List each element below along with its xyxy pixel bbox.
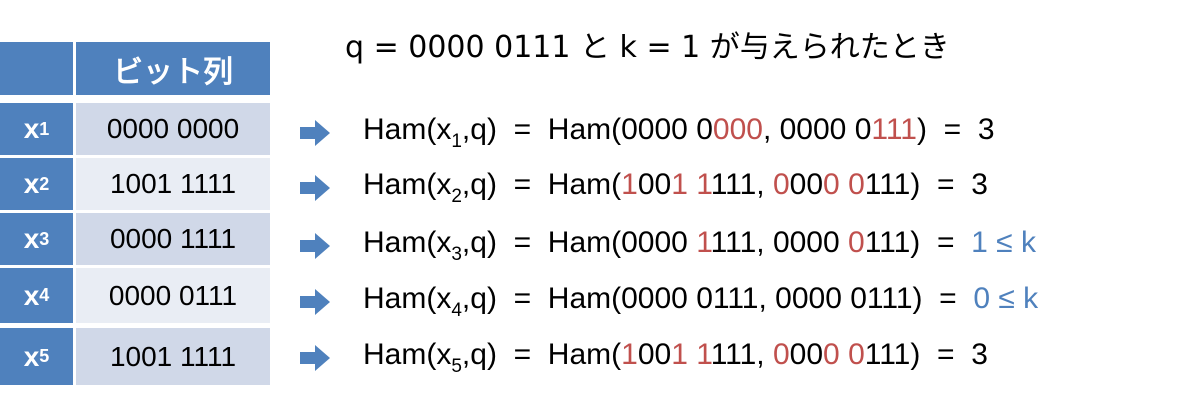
diff-bits: 1 [621, 168, 638, 201]
equation-text: Ham(x5,q) = Ham(1001 1111, 0000 0111) = … [363, 338, 988, 378]
row-bits: 1001 1111 [76, 158, 270, 210]
equation-segment [840, 338, 848, 371]
row-label-subscript: 2 [39, 173, 50, 194]
row-label-subscript: 1 [39, 118, 50, 139]
equation-segment [840, 168, 848, 201]
diff-bits: 1 [671, 338, 688, 371]
page-title: q = 0000 0111 と k = 1 が与えられたとき [345, 30, 950, 65]
row-label-subscript: 3 [39, 228, 50, 249]
equation-segment: 111, 0000 [710, 226, 849, 259]
equation-segment: Ham(x [363, 338, 452, 371]
subscript: 2 [451, 186, 462, 207]
equation-segment: Ham(x [363, 168, 452, 201]
equation-segment: Ham(x [363, 282, 452, 315]
equation-segment: 111) = 3 [864, 168, 988, 201]
equation-segment: Ham(x [363, 226, 452, 259]
equation-text: Ham(x3,q) = Ham(0000 1111, 0000 0111) = … [363, 226, 1036, 266]
equation-segment: ,q) = Ham(0000 0111, 0000 0111) = [461, 282, 974, 315]
equation-segment: ,q) = Ham(0000 [461, 226, 697, 259]
row-bits: 1001 1111 [76, 328, 270, 385]
within-k-result: 0 ≤ k [973, 282, 1039, 315]
row-label-name: x [23, 168, 40, 199]
diff-bits: 0 [823, 338, 840, 371]
table-header-bits: ビット列 [76, 42, 270, 95]
diff-bits: 1 [696, 168, 711, 201]
diff-bits: 1 [621, 338, 638, 371]
equation-row: Ham(x2,q) = Ham(1001 1111, 0000 0111) = … [300, 163, 988, 213]
diff-bits: 0 [848, 226, 865, 259]
subscript: 1 [451, 131, 462, 152]
diff-bits: 1 [696, 226, 711, 259]
diff-bits: 1 [696, 338, 711, 371]
equation-segment: 111) = 3 [864, 338, 988, 371]
equation-segment: Ham(x [363, 113, 452, 146]
equation-segment [688, 338, 696, 371]
equation-segment: 111, [710, 168, 773, 201]
equation-segment: 111, [710, 338, 773, 371]
table-header-blank [0, 42, 73, 95]
equation-segment: , 0000 0 [762, 113, 872, 146]
right-arrow-icon [300, 289, 330, 315]
diff-bits: 0 [772, 168, 790, 201]
equation-segment: 00 [789, 168, 824, 201]
diff-bits: 000 [712, 113, 763, 146]
subscript: 4 [451, 300, 462, 321]
equation-segment: 111) = [864, 226, 972, 259]
row-label-name: x [23, 223, 40, 254]
equation-text: Ham(x4,q) = Ham(0000 0111, 0000 0111) = … [363, 282, 1038, 322]
equation-text: Ham(x2,q) = Ham(1001 1111, 0000 0111) = … [363, 168, 988, 208]
subscript: 3 [451, 244, 462, 265]
equation-segment: ,q) = Ham( [461, 338, 622, 371]
right-arrow-icon [300, 233, 330, 259]
within-k-result: 1 ≤ k [971, 226, 1036, 259]
equation-segment: ,q) = Ham( [461, 168, 622, 201]
equation-row: Ham(x1,q) = Ham(0000 0000, 0000 0111) = … [300, 108, 995, 158]
equation-segment: 00 [789, 338, 824, 371]
diff-bits: 0 [848, 338, 865, 371]
subscript: 5 [451, 356, 462, 377]
equation-segment: 00 [637, 168, 672, 201]
equation-row: Ham(x5,q) = Ham(1001 1111, 0000 0111) = … [300, 333, 988, 383]
row-bits: 0000 0111 [76, 268, 270, 323]
equation-text: Ham(x1,q) = Ham(0000 0000, 0000 0111) = … [363, 113, 995, 153]
row-label-subscript: 5 [39, 346, 50, 366]
row-label-name: x [23, 340, 40, 372]
diff-bits: 0 [823, 168, 840, 201]
diff-bits: 111 [871, 113, 917, 146]
row-bits: 0000 0000 [76, 103, 270, 155]
equation-segment [688, 168, 696, 201]
equation-segment: ,q) = Ham(0000 0 [461, 113, 713, 146]
row-bits: 0000 1111 [76, 213, 270, 265]
equation-row: Ham(x4,q) = Ham(0000 0111, 0000 0111) = … [300, 277, 1038, 327]
equation-segment: ) = 3 [917, 113, 995, 146]
diff-bits: 0 [772, 338, 790, 371]
equation-segment: 00 [637, 338, 672, 371]
diff-bits: 1 [671, 168, 688, 201]
row-label-name: x [23, 113, 40, 144]
diff-bits: 0 [848, 168, 865, 201]
equation-row: Ham(x3,q) = Ham(0000 1111, 0000 0111) = … [300, 221, 1036, 271]
right-arrow-icon [300, 345, 330, 371]
right-arrow-icon [300, 175, 330, 201]
right-arrow-icon [300, 120, 330, 146]
row-label-subscript: 4 [39, 285, 50, 305]
row-label-name: x [23, 279, 40, 311]
